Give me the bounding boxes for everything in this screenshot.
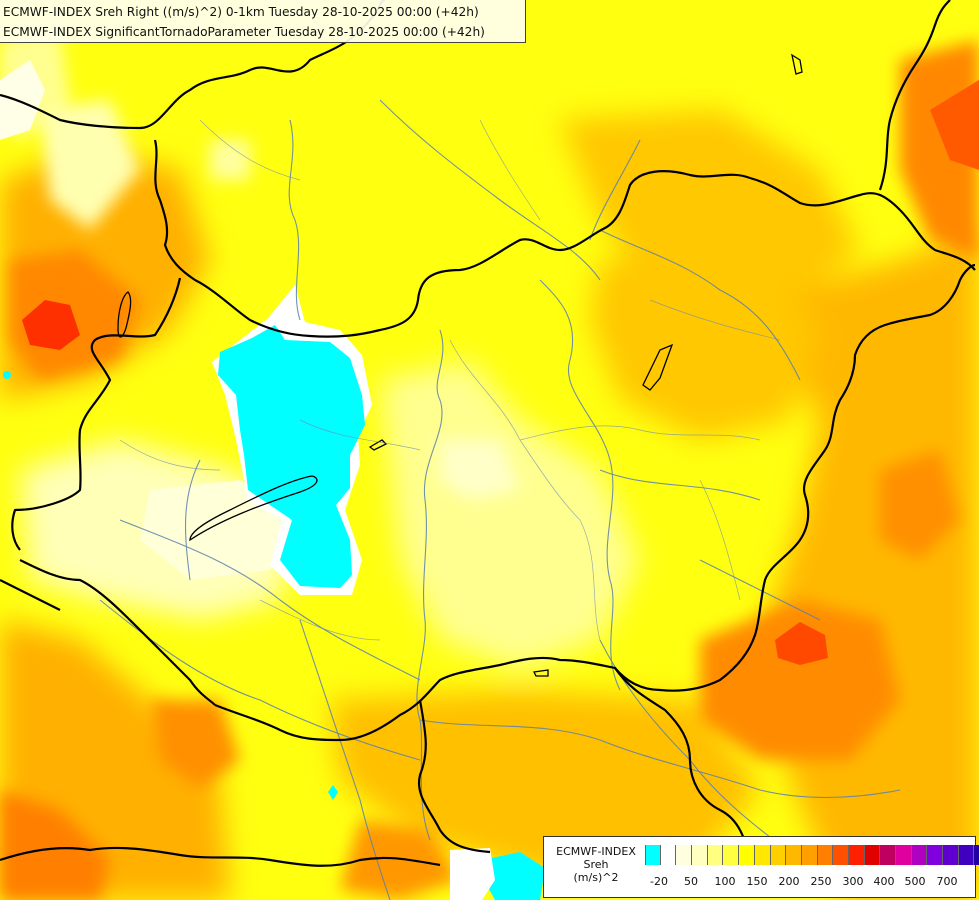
legend-swatch-21 <box>974 845 979 865</box>
lake-neusiedl <box>117 291 132 338</box>
legend-ticks: -20 50 100 150 200 250 300 400 500 700 <box>645 875 975 889</box>
border-ro-east <box>878 0 951 191</box>
legend-swatch-8 <box>770 845 787 865</box>
border-sk-hu <box>153 139 976 338</box>
legend-swatch-19 <box>943 845 959 865</box>
border-hu-hr <box>19 559 216 706</box>
border-hr-rs <box>417 699 491 854</box>
field-red-southeast <box>775 622 828 665</box>
field-red-east <box>930 80 979 170</box>
legend-tick-label: 100 <box>714 875 736 888</box>
legend-tick-label: 250 <box>810 875 832 888</box>
cyan-dot-south <box>328 785 338 800</box>
legend-unit: (m/s)^2 <box>573 871 619 884</box>
field-darkorange-southwest <box>0 790 110 900</box>
field-lightyellow-north <box>40 100 140 230</box>
legend-tick-label: 200 <box>778 875 800 888</box>
legend-swatch-1 <box>660 845 677 865</box>
sreh-field <box>0 30 979 900</box>
lake-ne <box>791 53 803 75</box>
cyan-main <box>218 325 365 588</box>
border-at-hu <box>11 277 182 551</box>
field-light-n3 <box>210 140 250 180</box>
legend-swatch-14 <box>864 845 881 865</box>
legend-swatch-11 <box>817 845 834 865</box>
field-darkorange-sw2 <box>150 700 240 790</box>
lake-south <box>533 669 549 677</box>
legend-title: ECMWF-INDEX Sreh (m/s)^2 <box>550 845 642 884</box>
legend-swatch-0 <box>645 845 661 865</box>
legend-swatch-13 <box>848 845 865 865</box>
legend-swatch-7 <box>754 845 771 865</box>
field-darkorange-southeast <box>700 600 900 760</box>
title-line-stp: ECMWF-INDEX SignificantTornadoParameter … <box>3 25 485 39</box>
legend-swatch-9 <box>786 845 802 865</box>
cyan-south <box>482 852 545 900</box>
title-line-sreh: ECMWF-INDEX Sreh Right ((m/s)^2) 0-1km T… <box>3 5 479 19</box>
field-darkorange-northwest <box>10 250 140 380</box>
cyan-dot-west <box>3 371 11 379</box>
legend-swatch-15 <box>880 845 896 865</box>
legend-swatch-2 <box>676 845 693 865</box>
field-light-c2 <box>440 440 520 500</box>
field-red-northwest <box>22 300 80 350</box>
legend-tick-label: -20 <box>650 875 668 888</box>
field-orange-south <box>330 690 760 880</box>
white-south <box>450 848 495 900</box>
field-orange-hungary-east <box>590 260 820 440</box>
field-darkorange-e2 <box>880 450 960 560</box>
legend-swatch-12 <box>833 845 849 865</box>
border-hr-ba <box>0 846 441 867</box>
map-title-box: ECMWF-INDEX Sreh Right ((m/s)^2) 0-1km T… <box>0 0 526 43</box>
legend-tick-label: 150 <box>746 875 768 888</box>
legend-swatch-16 <box>896 845 912 865</box>
border-slovenia <box>0 579 61 611</box>
lakes <box>117 53 803 677</box>
legend-swatch-6 <box>739 845 755 865</box>
white-nw <box>0 60 45 140</box>
legend-model: ECMWF-INDEX <box>556 845 636 858</box>
legend-tick-label: 400 <box>873 875 895 888</box>
legend-swatch-17 <box>911 845 928 865</box>
regional-borders <box>119 119 781 641</box>
cyan-areas <box>0 60 545 900</box>
legend-swatch-5 <box>723 845 740 865</box>
legend-swatch-4 <box>707 845 724 865</box>
lake-tisza <box>642 343 674 391</box>
legend-swatch-10 <box>801 845 818 865</box>
legend-tick-label: 50 <box>684 875 698 888</box>
border-hu-south <box>214 263 976 742</box>
legend-swatch-3 <box>692 845 708 865</box>
legend-tick-label: 300 <box>842 875 864 888</box>
legend-variable: Sreh <box>583 858 609 871</box>
lake-balaton <box>189 475 318 542</box>
border-rs-ro <box>614 667 752 861</box>
field-lightyellow-center <box>380 360 640 670</box>
legend-swatch-18 <box>927 845 944 865</box>
legend-tick-label: 500 <box>904 875 926 888</box>
legend-swatch-20 <box>958 845 975 865</box>
legend-swatches <box>645 845 979 865</box>
color-legend: ECMWF-INDEX Sreh (m/s)^2 -20 50 100 150 200 2… <box>543 836 979 898</box>
legend-tick-label: 700 <box>936 875 958 888</box>
lake-small <box>368 439 388 451</box>
